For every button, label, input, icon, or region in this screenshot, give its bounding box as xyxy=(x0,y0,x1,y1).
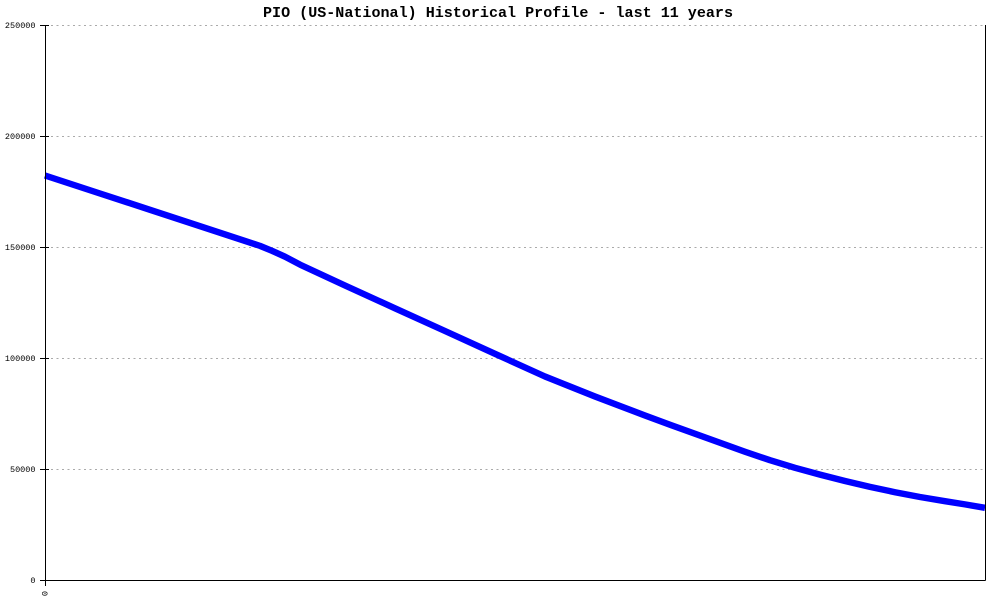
svg-text:50000: 50000 xyxy=(10,465,36,475)
svg-text:0: 0 xyxy=(30,576,35,586)
svg-text:0: 0 xyxy=(39,591,49,596)
svg-text:200000: 200000 xyxy=(5,132,36,142)
svg-text:PIO (US-National) Historical P: PIO (US-National) Historical Profile - l… xyxy=(263,5,733,22)
svg-text:150000: 150000 xyxy=(5,243,36,253)
svg-text:250000: 250000 xyxy=(5,21,36,31)
svg-text:100000: 100000 xyxy=(5,354,36,364)
